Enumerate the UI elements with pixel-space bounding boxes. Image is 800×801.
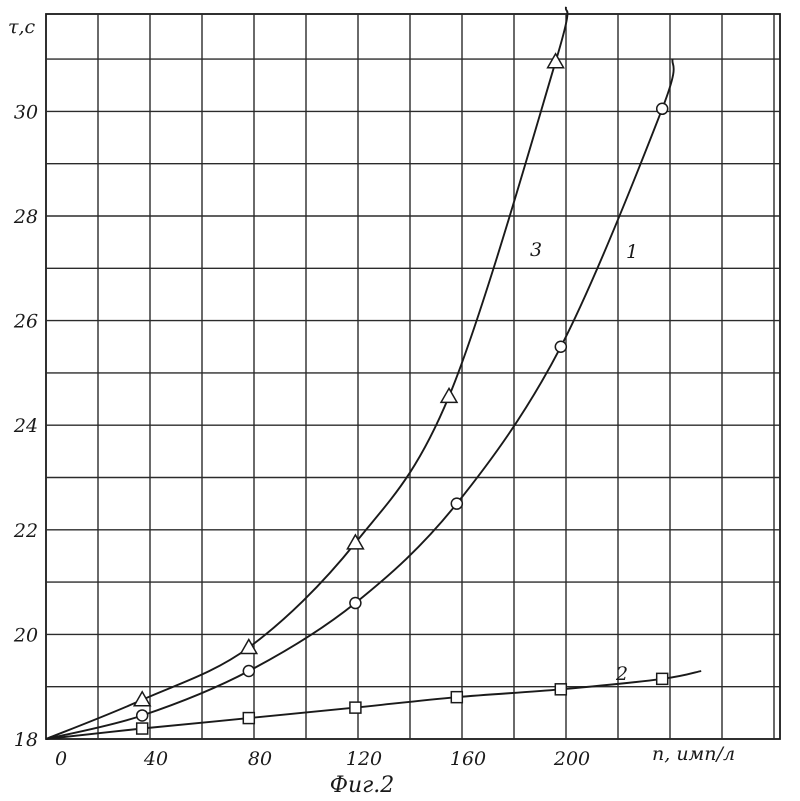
y-tick-label: 26 xyxy=(13,311,38,333)
x-tick-label: 200 xyxy=(553,748,590,770)
y-tick-label: 28 xyxy=(13,206,38,228)
y-tick-label: 20 xyxy=(13,624,38,646)
y-tick-label: 18 xyxy=(14,729,38,751)
x-tick-label: 160 xyxy=(450,748,486,770)
series-1-point xyxy=(451,498,462,509)
series-2-label: 2 xyxy=(615,663,628,685)
series-2-point xyxy=(350,702,361,713)
series-3-label: 3 xyxy=(530,239,542,261)
y-axis-label: τ,c xyxy=(8,16,36,38)
x-tick-label: 0 xyxy=(55,748,67,770)
y-tick-label: 30 xyxy=(14,101,38,123)
series-3-point xyxy=(441,388,457,402)
x-tick-label: 80 xyxy=(248,748,272,770)
tick-labels: 0 40 80 120 160 200 18 20 22 24 26 28 30 1 2 3 xyxy=(13,101,638,770)
series-markers xyxy=(134,54,668,734)
y-tick-label: 24 xyxy=(13,415,38,437)
series-1-point xyxy=(350,598,361,609)
series-1-point xyxy=(137,710,148,721)
series-1-point xyxy=(657,103,668,114)
series-1-label: 1 xyxy=(626,241,638,263)
series-3-point xyxy=(134,692,150,706)
grid xyxy=(46,14,780,739)
series-1-curve xyxy=(46,59,674,739)
series-3-point xyxy=(548,54,564,68)
series-2-point xyxy=(243,713,254,724)
series-1-point xyxy=(555,341,566,352)
y-tick-label: 22 xyxy=(13,520,38,542)
figure-caption: Фиг.2 xyxy=(330,773,395,798)
x-tick-label: 40 xyxy=(143,748,168,770)
x-axis-label: n, имп/л xyxy=(652,743,735,765)
series-2-point xyxy=(137,723,148,734)
series-2-point xyxy=(657,673,668,684)
series-2-point xyxy=(451,692,462,703)
series-1-point xyxy=(243,666,254,677)
x-tick-label: 120 xyxy=(346,748,382,770)
series-2-point xyxy=(555,684,566,695)
